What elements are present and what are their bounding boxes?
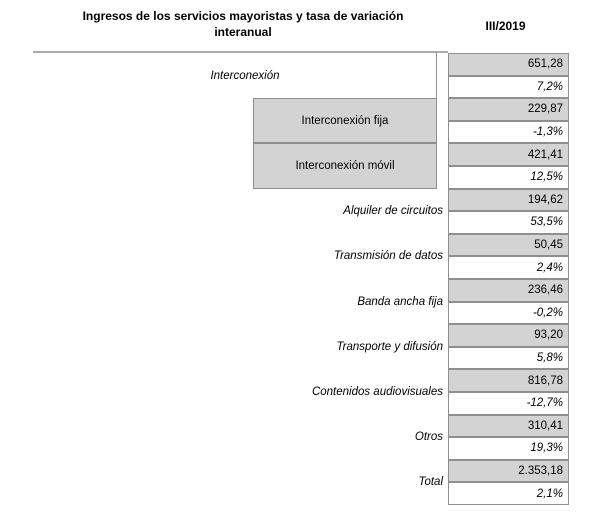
value-cell: 816,78 <box>448 369 569 392</box>
pct-cell: -1,3% <box>448 120 569 144</box>
row-label: Otros <box>414 431 443 444</box>
pct-cell: 5,8% <box>448 346 569 370</box>
row-label: Banda ancha fija <box>357 295 443 308</box>
title-underline <box>33 51 448 53</box>
value-cell: 2.353,18 <box>448 459 569 483</box>
value-cell: 93,20 <box>448 324 569 347</box>
value-cell: 229,87 <box>448 98 569 121</box>
value-cell: 651,28 <box>448 53 569 76</box>
row-label: Interconexión móvil <box>253 143 437 189</box>
value-cell: 50,45 <box>448 233 569 257</box>
label-column-border <box>436 52 437 99</box>
value-cell: 194,62 <box>448 188 569 212</box>
pct-cell: 19,3% <box>448 437 569 460</box>
value-cell: 421,41 <box>448 143 569 166</box>
row-label: Contenidos audiovisuales <box>311 385 443 398</box>
row-label: Transporte y difusión <box>336 340 443 353</box>
pct-cell: 7,2% <box>448 75 569 99</box>
value-cell: 310,41 <box>448 414 569 438</box>
row-label: Transmisión de datos <box>333 250 443 263</box>
pct-cell: 2,4% <box>448 256 569 279</box>
row-label: Interconexión <box>210 69 280 82</box>
table-title: Ingresos de los servicios mayoristas y t… <box>82 9 404 39</box>
pct-cell: -0,2% <box>448 301 569 325</box>
period-header: III/2019 <box>485 19 526 33</box>
row-label: Interconexión fija <box>253 98 437 144</box>
value-cell: 236,46 <box>448 278 569 302</box>
pct-cell: 12,5% <box>448 165 569 189</box>
pct-cell: 2,1% <box>448 482 569 505</box>
row-label: Total <box>418 476 443 489</box>
pct-cell: -12,7% <box>448 391 569 415</box>
value-column: 651,28 7,2% 229,87 -1,3% 421,41 12,5% 194,62 53… <box>448 53 569 505</box>
pct-cell: 53,5% <box>448 211 569 234</box>
row-label: Alquiler de circuitos <box>343 205 443 218</box>
